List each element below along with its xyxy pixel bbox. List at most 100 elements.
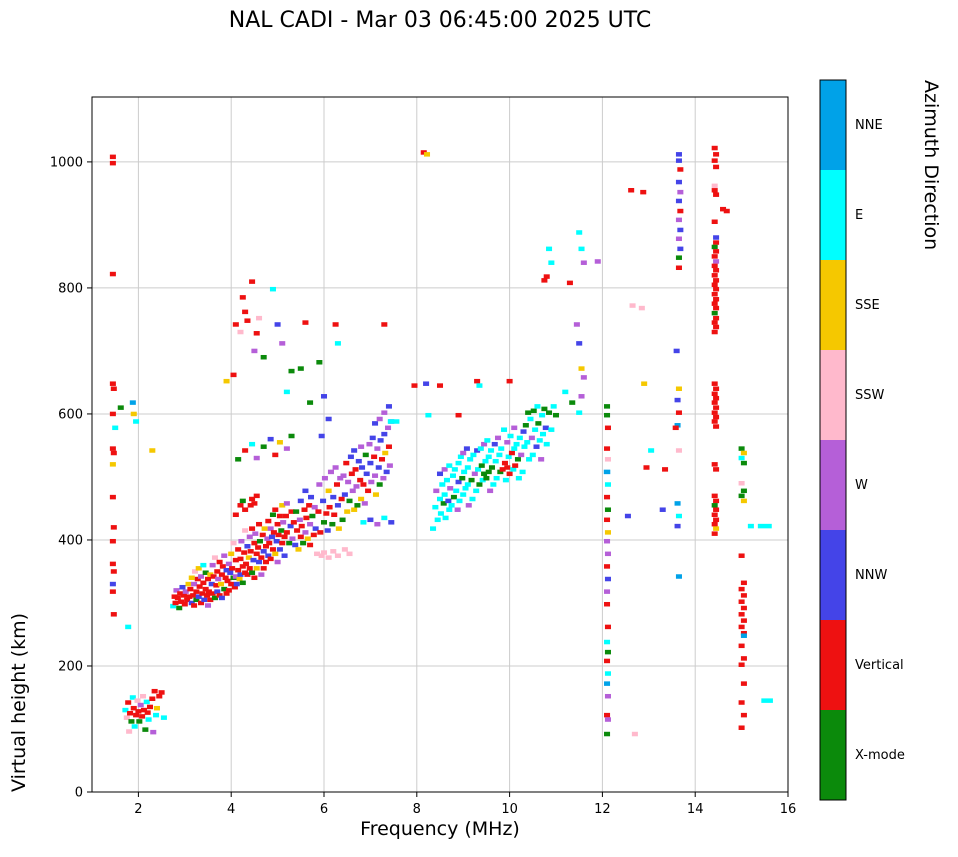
echo-point (713, 235, 720, 240)
echo-point (265, 518, 272, 524)
echo-point (474, 378, 481, 384)
echo-point (468, 477, 475, 483)
x-tick-label: 6 (320, 802, 328, 817)
echo-point (604, 576, 611, 582)
echo-point (252, 531, 259, 536)
echo-point (217, 581, 225, 587)
echo-point (720, 206, 727, 212)
echo-point (713, 192, 720, 197)
echo-point (242, 528, 249, 533)
echo-point (546, 246, 553, 252)
echo-point (604, 412, 611, 418)
echo-point (604, 693, 611, 699)
echo-point (675, 217, 682, 223)
echo-point (253, 551, 260, 557)
echo-point (675, 448, 682, 453)
echo-point (477, 446, 484, 451)
echo-point (738, 662, 745, 667)
echo-point (515, 475, 522, 481)
echo-point (151, 688, 158, 694)
echo-point (302, 320, 309, 325)
echo-point (130, 411, 137, 417)
echo-point (341, 492, 348, 497)
echo-point (548, 427, 555, 432)
echo-point (675, 198, 682, 204)
echo-point (594, 259, 601, 264)
echo-point (470, 452, 477, 458)
echo-point (232, 557, 239, 563)
echo-point (740, 593, 747, 598)
echo-point (221, 586, 228, 592)
echo-point (329, 521, 336, 527)
echo-point (191, 603, 198, 608)
echo-point (199, 591, 206, 596)
echo-point (269, 512, 276, 518)
echo-point (149, 696, 156, 701)
echo-point (337, 475, 344, 481)
echo-point (441, 467, 448, 472)
echo-point (494, 435, 502, 441)
echo-point (357, 477, 364, 483)
echo-point (604, 564, 611, 569)
echo-point (604, 551, 611, 557)
echo-point (675, 236, 682, 242)
echo-point (677, 227, 684, 233)
echo-point (604, 494, 611, 500)
echo-point (673, 348, 680, 354)
echo-point (629, 303, 636, 308)
echo-point (129, 400, 136, 405)
echo-point (713, 507, 720, 512)
colorbar-tick-label: E (855, 208, 863, 223)
echo-point (318, 553, 325, 558)
echo-point (711, 282, 718, 288)
echo-point (677, 246, 684, 252)
x-tick-label: 16 (780, 802, 797, 817)
echo-point (278, 528, 285, 533)
echo-point (158, 690, 165, 695)
echo-point (344, 509, 351, 514)
echo-point (740, 488, 747, 494)
echo-point (128, 719, 135, 724)
echo-point (237, 556, 244, 562)
echo-point (249, 526, 256, 531)
echo-point (543, 441, 550, 447)
echo-point (297, 534, 304, 540)
echo-point (233, 581, 240, 587)
x-tick-label: 8 (413, 802, 421, 817)
echo-point (223, 591, 230, 596)
echo-point (269, 534, 276, 540)
echo-point (260, 444, 267, 449)
echo-point (448, 503, 455, 508)
echo-point (443, 477, 450, 483)
echo-point (383, 469, 390, 475)
echo-point (274, 521, 281, 527)
colorbar-segment-ssw (820, 350, 846, 440)
echo-point (757, 523, 772, 529)
echo-point (675, 386, 682, 391)
echo-point (604, 446, 611, 451)
echo-point (518, 452, 525, 458)
echo-point (604, 624, 611, 630)
echo-point (250, 557, 257, 563)
echo-point (276, 547, 283, 552)
echo-point (550, 404, 557, 409)
echo-point (170, 603, 177, 609)
echo-point (191, 581, 198, 587)
echo-point (143, 699, 150, 705)
echo-point (738, 700, 745, 705)
echo-point (713, 405, 720, 410)
echo-point (552, 412, 560, 418)
echo-point (222, 575, 229, 581)
echo-point (713, 386, 720, 391)
echo-point (237, 572, 244, 577)
echo-point (738, 493, 745, 499)
echo-point (711, 188, 718, 193)
echo-point (275, 532, 282, 538)
y-tick-label: 800 (58, 281, 83, 296)
echo-point (747, 523, 754, 529)
echo-point (218, 595, 225, 601)
echo-point (711, 263, 718, 269)
echo-point (738, 624, 745, 630)
echo-point (385, 425, 392, 431)
echo-point (376, 416, 383, 422)
